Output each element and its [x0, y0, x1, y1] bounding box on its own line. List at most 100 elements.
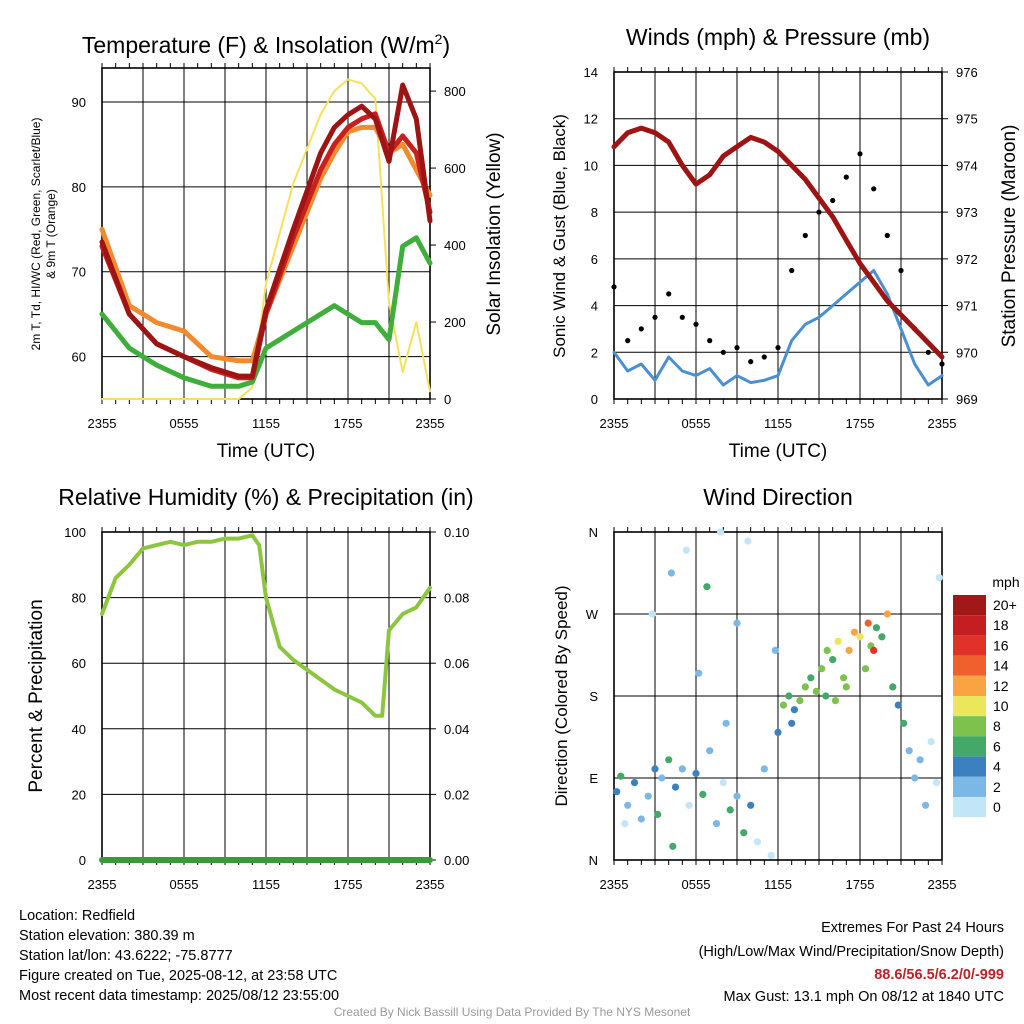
y-tick-label: 6 [591, 252, 598, 267]
latlon-text: Station lat/lon: 43.6222; -75.8777 [19, 948, 233, 964]
direction-point [779, 701, 788, 709]
direction-point [801, 683, 809, 691]
gust-point [652, 314, 658, 320]
wind-y2-label: Station Pressure (Maroon) [999, 125, 1020, 348]
direction-point [894, 701, 902, 709]
direction-point [927, 738, 935, 746]
legend-swatch [953, 635, 986, 656]
direction-point [842, 683, 850, 691]
y2-tick-label: 800 [444, 84, 466, 99]
direction-point [703, 583, 711, 591]
gust-point [734, 345, 740, 351]
direction-point [932, 779, 941, 787]
legend-label: 0 [993, 799, 1001, 815]
wind-title: Winds (mph) & Pressure (mb) [626, 24, 930, 50]
y-tick-label: 14 [584, 65, 598, 80]
direction-point [682, 546, 691, 554]
x-tick-label: 1755 [334, 416, 363, 431]
direction-point [665, 756, 673, 764]
x-tick-label: 0555 [682, 416, 711, 431]
x-tick-label: 1755 [846, 416, 875, 431]
y-tick-label: 90 [72, 95, 86, 110]
temp-x-label: Time (UTC) [217, 441, 316, 462]
legend-swatch [953, 595, 986, 616]
direction-point [760, 765, 768, 773]
direction-point [651, 765, 659, 773]
direction-point [740, 829, 748, 837]
direction-point [699, 790, 707, 799]
x-tick-label: 2355 [88, 416, 117, 431]
gust-point [884, 232, 890, 239]
direction-point [648, 610, 656, 618]
gust-point [857, 151, 863, 157]
x-tick-label: 2355 [928, 877, 957, 892]
rh-panel: Relative Humidity (%) & Precipitation (i… [26, 484, 474, 892]
direction-point [767, 851, 775, 860]
gust-point [775, 345, 781, 351]
legend-swatch [953, 797, 986, 818]
gust-point [720, 349, 726, 355]
extremes-title: Extremes For Past 24 Hours [821, 920, 1004, 936]
temp-y-label-line-1: 2m T, Td, HI/WC (Red, Green, Scarlet/Blu… [29, 118, 43, 351]
direction-point [733, 792, 741, 800]
direction-point [870, 646, 878, 655]
direction-point [807, 674, 815, 682]
x-tick-label: 2355 [416, 416, 445, 431]
gust-point [679, 314, 685, 320]
y-tick-label: 60 [72, 656, 86, 671]
direction-point [864, 619, 872, 627]
rh-y-label: Percent & Precipitation [26, 599, 47, 792]
y2-tick-label: 969 [956, 392, 978, 407]
plot-frame [613, 71, 943, 400]
y-tick-label: N [589, 853, 598, 868]
direction-point [613, 788, 621, 796]
legend-swatch [953, 736, 986, 757]
direction-point [883, 610, 891, 618]
direction-point [706, 747, 714, 755]
direction-point [935, 574, 943, 582]
y2-tick-label: 400 [444, 238, 466, 253]
y-tick-label: 0 [591, 392, 598, 407]
legend-swatch [953, 716, 986, 737]
y2-tick-label: 0.04 [444, 722, 469, 737]
direction-point [667, 569, 676, 577]
gust-point [925, 349, 931, 355]
direction-panel: Wind Direction Direction (Colored By Spe… [552, 484, 1020, 892]
direction-point [744, 537, 752, 545]
direction-point [822, 692, 830, 700]
speed-legend: 20+ 18 16 14 12 10 8 6 4 2 0 [953, 595, 1017, 818]
direction-point [872, 624, 881, 632]
x-tick-label: 1155 [764, 877, 792, 892]
gust-point [816, 209, 822, 215]
direction-point [733, 619, 741, 627]
direction-point [889, 683, 897, 691]
wind-axes: 2355 0555 1155 1755 235502468101214969970971… [584, 65, 978, 431]
direction-point [790, 706, 799, 714]
legend-swatch [953, 615, 986, 636]
direction-point [669, 842, 677, 850]
direction-point [644, 792, 652, 800]
gust-point [802, 232, 808, 239]
x-tick-label: 2355 [88, 877, 117, 892]
temperature-panel: Temperature (F) & Insolation (W/m2) 2m T… [29, 31, 505, 462]
direction-point [717, 528, 725, 536]
y2-tick-label: 975 [956, 112, 978, 127]
gust-point [748, 359, 754, 365]
y2-tick-label: 976 [956, 65, 978, 80]
y-tick-label: 4 [591, 299, 598, 314]
direction-point [861, 665, 870, 673]
y-tick-label: S [589, 689, 598, 704]
y-tick-label: 80 [72, 591, 86, 606]
legend-title: mph [992, 574, 1019, 590]
gust-point [898, 267, 904, 274]
direction-point [726, 806, 734, 814]
legend-label: 2 [993, 779, 1001, 795]
y-tick-label: 10 [584, 158, 598, 173]
legend-label: 14 [993, 658, 1009, 674]
direction-point [654, 810, 662, 819]
legend-label: 20+ [993, 597, 1017, 613]
gust-point [761, 354, 767, 360]
elevation-text: Station elevation: 380.39 m [19, 928, 195, 944]
direction-point [840, 674, 848, 682]
